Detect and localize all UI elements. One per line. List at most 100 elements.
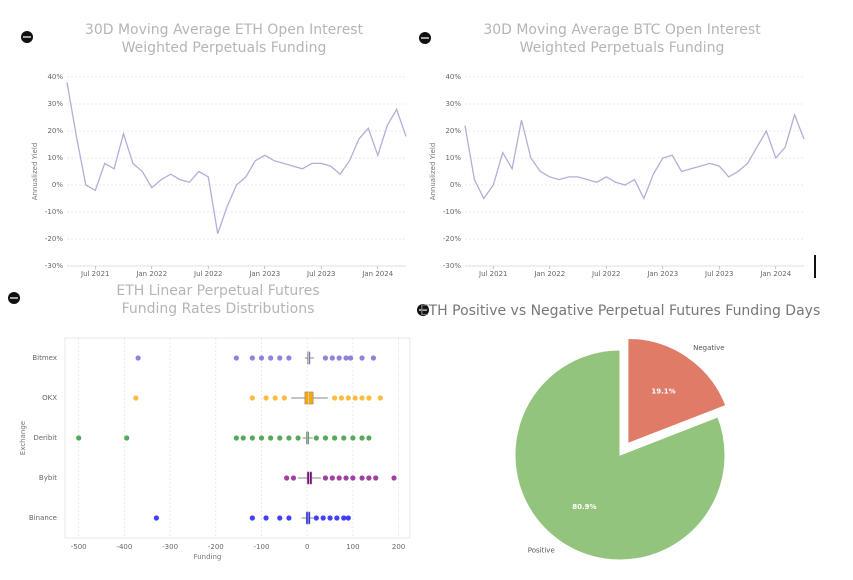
outlier <box>124 435 130 441</box>
outlier <box>313 515 319 521</box>
outlier <box>277 435 283 441</box>
outlier <box>341 515 347 521</box>
outlier <box>249 355 255 361</box>
y-tick-label: -30% <box>45 262 63 270</box>
y-tick-label: -10% <box>443 208 461 216</box>
outlier <box>341 435 347 441</box>
outlier <box>370 355 377 361</box>
outlier <box>286 515 292 521</box>
outlier <box>345 515 351 521</box>
outlier <box>359 355 365 361</box>
chart-title: ETH Positive vs Negative Perpetual Futur… <box>420 303 820 319</box>
x-tick-label: 200 <box>392 543 405 551</box>
y-tick-label: Deribit <box>33 434 57 442</box>
y-tick-label: Bybit <box>39 474 57 482</box>
outlier <box>366 395 372 401</box>
outlier <box>263 395 269 401</box>
x-tick-label: 100 <box>346 543 359 551</box>
slice-label: Positive <box>528 546 555 554</box>
outlier <box>240 435 246 441</box>
x-tick-label: Jul 2021 <box>80 270 110 278</box>
outlier <box>320 515 326 521</box>
x-tick-label: Jan 2023 <box>248 270 280 278</box>
outlier <box>263 515 269 521</box>
outlier <box>327 515 333 521</box>
y-tick-label: 20% <box>47 127 63 135</box>
chart-title: Weighted Perpetuals Funding <box>122 40 327 56</box>
x-tick-label: -300 <box>162 543 178 551</box>
outlier <box>343 355 349 361</box>
y-tick-label: -20% <box>45 235 63 243</box>
outlier <box>76 435 82 441</box>
slice-value: 80.9% <box>572 503 596 511</box>
outlier <box>249 395 255 401</box>
x-tick-label: -500 <box>71 543 87 551</box>
x-tick-label: Jan 2022 <box>135 270 167 278</box>
outlier <box>336 355 342 361</box>
outlier <box>272 395 278 401</box>
outlier <box>366 435 372 441</box>
x-tick-label: Jan 2024 <box>361 270 393 278</box>
outlier <box>249 435 255 441</box>
y-axis-label: Annualized Yield <box>31 143 39 201</box>
chart-title: 30D Moving Average ETH Open Interest <box>85 22 364 38</box>
outlier <box>249 515 255 521</box>
outlier <box>347 355 354 361</box>
plot-frame <box>64 337 411 539</box>
outlier <box>281 395 287 401</box>
outlier <box>233 435 239 441</box>
cursor-bar <box>814 255 816 278</box>
outlier <box>286 435 292 441</box>
x-tick-label: -200 <box>208 543 224 551</box>
outlier <box>359 435 365 441</box>
outlier <box>233 355 239 361</box>
y-tick-label: 40% <box>47 73 63 81</box>
outlier <box>345 395 351 401</box>
outlier <box>334 515 340 521</box>
chart-title: ETH Linear Perpetual Futures <box>116 283 319 299</box>
pie-slice <box>627 337 727 445</box>
chart-title: Weighted Perpetuals Funding <box>520 40 725 56</box>
x-axis-label: Funding <box>194 553 222 561</box>
y-axis-label: Exchange <box>19 421 27 455</box>
outlier <box>336 475 342 481</box>
outlier <box>343 475 349 481</box>
outlier <box>377 395 383 401</box>
outlier <box>286 355 292 361</box>
outlier <box>133 395 139 401</box>
line-series <box>464 112 805 201</box>
y-tick-label: OKX <box>42 394 57 402</box>
outlier <box>268 435 274 441</box>
slice-label: Negative <box>693 344 724 352</box>
outlier <box>329 475 335 481</box>
x-tick-label: Jan 2022 <box>533 270 565 278</box>
hide-icon[interactable] <box>8 31 431 316</box>
y-tick-label: 40% <box>445 73 461 81</box>
x-tick-label: -100 <box>254 543 270 551</box>
x-tick-label: Jan 2024 <box>759 270 791 278</box>
outlier <box>284 475 290 481</box>
outlier <box>277 515 283 521</box>
x-tick-label: Jan 2023 <box>646 270 678 278</box>
y-tick-label: 0% <box>450 181 461 189</box>
x-tick-label: -400 <box>116 543 132 551</box>
outlier <box>313 435 319 441</box>
x-tick-label: Jul 2023 <box>704 270 734 278</box>
outlier <box>332 435 338 441</box>
outlier <box>322 355 329 361</box>
x-tick-label: Jul 2021 <box>478 270 508 278</box>
outlier <box>153 515 159 521</box>
outlier <box>352 395 358 401</box>
outlier <box>391 475 397 481</box>
y-tick-label: 30% <box>47 100 63 108</box>
x-tick-label: Jul 2022 <box>193 270 223 278</box>
outlier <box>366 475 372 481</box>
y-tick-label: 10% <box>47 154 63 162</box>
outlier <box>258 435 265 441</box>
y-tick-label: Bitmex <box>32 354 57 362</box>
outlier <box>268 355 274 361</box>
x-tick-label: Jul 2022 <box>591 270 621 278</box>
outlier <box>373 475 379 481</box>
outlier <box>135 355 141 361</box>
